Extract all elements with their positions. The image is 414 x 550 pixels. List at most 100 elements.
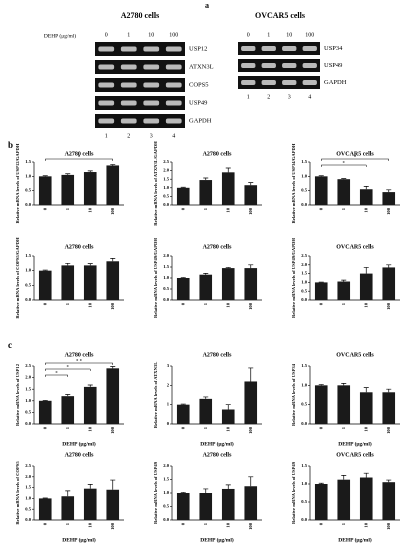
bar xyxy=(61,496,75,520)
significance-bracket xyxy=(321,158,389,161)
gel-strip xyxy=(95,114,185,128)
gel-band xyxy=(302,46,317,51)
gel-band xyxy=(98,82,115,88)
gel-strip xyxy=(95,96,185,110)
y-axis-label: Relative mRNA levels of ATXN3L/GAPDH xyxy=(153,141,158,226)
y-tick-label: 2.5 xyxy=(25,363,31,368)
significance-bracket xyxy=(45,368,91,371)
gel-band xyxy=(143,118,160,124)
x-tick-label: 1 xyxy=(65,302,70,305)
gel-title: OVCAR5 cells xyxy=(255,11,305,20)
x-tick-label: 10 xyxy=(363,302,368,307)
gel-band xyxy=(120,64,137,70)
gene-label: USP12 xyxy=(189,45,207,52)
chart-title: A2780 cells xyxy=(203,244,232,250)
x-tick-label: 100 xyxy=(248,207,253,215)
chart-title: A2780 cells xyxy=(65,244,94,250)
y-tick-label: 3 xyxy=(167,363,170,368)
gel-band xyxy=(98,100,115,106)
gel-band xyxy=(120,46,137,52)
x-tick-label: 100 xyxy=(386,207,391,215)
bar xyxy=(382,267,396,300)
y-axis-label: Relative mRNA levels of ATXN3L xyxy=(153,362,158,429)
x-tick-label: 0 xyxy=(42,522,47,525)
error-bar xyxy=(363,186,369,190)
significance-bracket xyxy=(45,374,68,377)
gel-band xyxy=(165,64,182,70)
lane-header: 1 xyxy=(127,32,130,38)
y-tick-label: 1.5 xyxy=(163,264,169,269)
error-bar xyxy=(180,403,186,405)
bar xyxy=(382,192,396,205)
y-tick-label: 1.0 xyxy=(301,173,307,178)
chart-title: A2780 cells xyxy=(203,452,232,458)
lane-header: 0 xyxy=(247,32,250,38)
bar xyxy=(359,273,373,300)
significance-bracket xyxy=(321,164,367,167)
error-bar xyxy=(363,387,369,393)
x-tick-label: 10 xyxy=(225,522,230,527)
panel-label: c xyxy=(8,340,12,350)
lane-number: 2 xyxy=(127,133,130,139)
x-tick-label: 1 xyxy=(65,207,70,210)
y-tick-label: 0.5 xyxy=(25,506,31,511)
x-tick-label: 0 xyxy=(180,207,185,210)
chart-title: A2780 cells xyxy=(65,452,94,458)
gene-label: USP49 xyxy=(324,62,342,69)
error-bar xyxy=(42,269,48,271)
y-tick-label: 0.0 xyxy=(301,202,307,207)
error-bar xyxy=(341,383,347,386)
y-tick-label: 0.5 xyxy=(301,499,307,504)
error-bar xyxy=(363,267,369,274)
y-tick-label: 2 xyxy=(167,382,170,387)
x-tick-label: 0 xyxy=(318,522,323,525)
error-bar xyxy=(87,484,93,489)
y-tick-label: 2.0 xyxy=(163,253,169,258)
y-tick-label: 0.0 xyxy=(163,202,169,207)
y-tick-label: 0.0 xyxy=(25,297,31,302)
x-axis-label: DEHP (μg/ml) xyxy=(200,440,234,447)
bar xyxy=(382,392,396,424)
y-tick-label: 1.5 xyxy=(163,176,169,181)
y-tick-label: 1.5 xyxy=(301,271,307,276)
lane-header: 10 xyxy=(286,32,292,38)
y-tick-label: 1.0 xyxy=(301,279,307,284)
y-axis-label: Relative mRNA levels of COPS5/GAPDH xyxy=(15,237,20,319)
x-axis-label: DEHP (μg/ml) xyxy=(338,440,372,447)
x-tick-label: 0 xyxy=(42,302,47,305)
error-bar xyxy=(225,404,231,410)
bar xyxy=(314,282,328,300)
y-tick-label: 2.0 xyxy=(25,375,31,380)
gel-band xyxy=(98,64,115,70)
gel-band xyxy=(120,118,137,124)
bar xyxy=(106,261,120,300)
bar xyxy=(38,400,52,424)
x-tick-label: 100 xyxy=(386,522,391,530)
gel-title: A2780 cells xyxy=(121,11,159,20)
x-tick-label: 1 xyxy=(341,207,346,210)
gel-band xyxy=(282,46,297,51)
y-axis-label: Relative mRNA levels of USP49/GAPDH xyxy=(153,238,158,318)
y-tick-label: 1.0 xyxy=(163,275,169,280)
y-tick-label: 1.5 xyxy=(301,159,307,164)
y-tick-label: 1.5 xyxy=(301,363,307,368)
bar xyxy=(314,176,328,205)
bar xyxy=(176,404,190,424)
gel-band xyxy=(143,100,160,106)
gel-band xyxy=(165,82,182,88)
bar xyxy=(244,486,258,520)
chart-title: A2780 cells xyxy=(203,151,232,157)
bar xyxy=(61,265,75,300)
x-tick-label: 0 xyxy=(318,426,323,429)
error-bar xyxy=(318,482,324,484)
error-bar xyxy=(225,484,231,489)
y-tick-label: 1.0 xyxy=(25,398,31,403)
gel-band xyxy=(261,46,276,51)
bar xyxy=(337,179,351,205)
error-bar xyxy=(110,479,116,490)
bar xyxy=(38,270,52,300)
y-tick-label: 1.5 xyxy=(25,485,31,490)
x-tick-label: 100 xyxy=(248,522,253,530)
error-bar xyxy=(203,488,209,493)
y-tick-label: 1.0 xyxy=(301,481,307,486)
